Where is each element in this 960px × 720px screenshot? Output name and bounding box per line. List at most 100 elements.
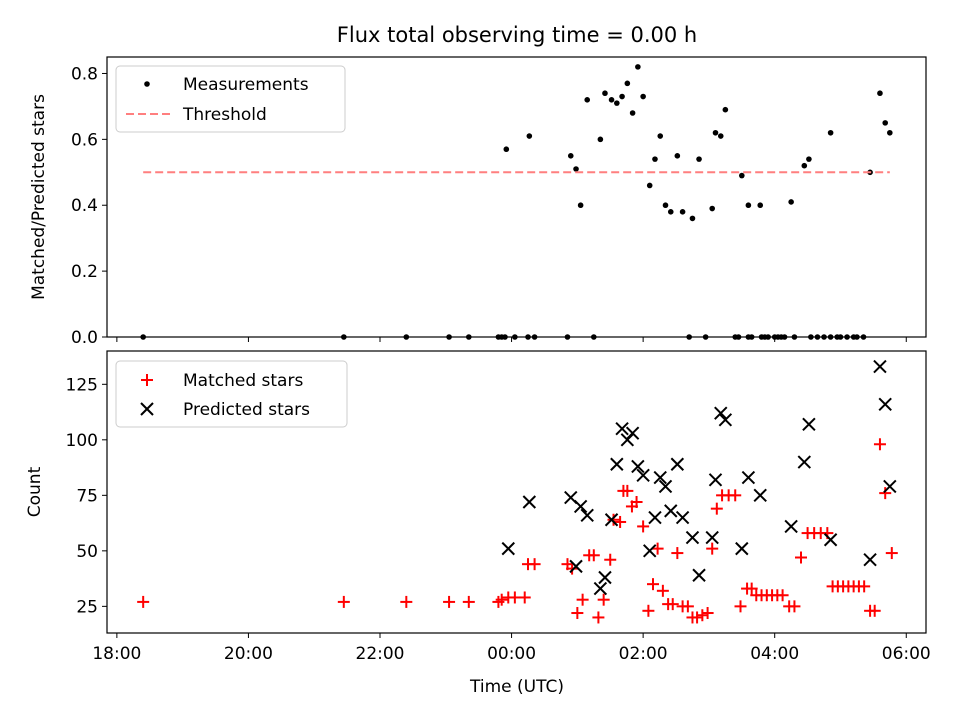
- chart-title: Flux total observing time = 0.00 h: [337, 23, 697, 47]
- measurement-point: [806, 156, 812, 162]
- predicted-star-point: [522, 495, 537, 509]
- measurement-point: [608, 97, 615, 103]
- measurement-point: [614, 100, 620, 106]
- matched-star-point: [795, 551, 808, 564]
- top-ylabel: Matched/Predicted stars: [29, 94, 49, 300]
- measurement-point: [887, 129, 893, 136]
- matched-star-point: [607, 513, 620, 526]
- measurement-point: [619, 93, 625, 100]
- measurement-point: [577, 202, 584, 209]
- matched-star-point: [666, 598, 679, 611]
- matched-star-point: [776, 589, 789, 602]
- measurement-point: [788, 199, 794, 205]
- matched-star-point: [873, 438, 886, 451]
- measurement-point: [662, 202, 669, 209]
- matched-star-point: [696, 609, 709, 622]
- measurement-point: [629, 110, 636, 116]
- matched-star-point: [614, 515, 627, 528]
- predicted-star-point: [604, 513, 619, 527]
- predicted-star-point: [653, 470, 667, 485]
- measurement-point: [717, 133, 724, 139]
- matched-star-point: [337, 595, 350, 608]
- predicted-star-point: [675, 510, 690, 525]
- bottom-legend-box: [115, 360, 348, 428]
- measurement-point: [640, 93, 646, 100]
- top-axes-frame: [106, 56, 927, 338]
- bottom-xtick-label: 18:00: [92, 644, 141, 664]
- predicted-star-point: [873, 359, 887, 374]
- matched-star-point: [571, 607, 584, 620]
- predicted-star-point: [580, 508, 594, 523]
- predicted-star-point: [708, 473, 723, 487]
- predicted-star-point: [648, 510, 662, 525]
- measurement-point: [567, 153, 574, 159]
- matched-star-point: [788, 600, 801, 613]
- bottom-xlabel: Time (UTC): [469, 677, 564, 697]
- top-ytick-label: 0.4: [71, 196, 98, 216]
- matched-star-point: [587, 549, 600, 562]
- matched-star-point: [528, 558, 541, 571]
- matched-star-point: [729, 489, 742, 502]
- bottom-ytick-label: 50: [76, 542, 98, 562]
- bottom-xtick-label: 02:00: [619, 644, 668, 664]
- predicted-star-point: [670, 457, 685, 471]
- top-ytick-label: 0.0: [71, 328, 98, 348]
- matched-star-point: [734, 600, 747, 613]
- matched-star-point: [495, 593, 508, 606]
- bottom-legend: Matched stars Predicted stars: [115, 360, 348, 428]
- predicted-star-point: [718, 413, 733, 427]
- matched-star-point: [656, 584, 669, 597]
- predicted-star-point: [878, 397, 892, 411]
- measurement-point: [652, 156, 658, 162]
- predicted-star-point: [883, 479, 897, 494]
- matched-star-point: [868, 604, 881, 617]
- predicted-star-point: [863, 553, 877, 567]
- predicted-star-point: [692, 568, 706, 582]
- predicted-star-point: [741, 470, 756, 485]
- predicted-star-point: [569, 559, 583, 574]
- measurement-point: [503, 146, 510, 153]
- predicted-star-point: [593, 581, 608, 596]
- predicted-star-point: [802, 417, 816, 431]
- predicted-star-point: [501, 541, 515, 556]
- measurement-point: [635, 64, 641, 70]
- measurement-point: [597, 136, 604, 143]
- matched-star-point: [885, 547, 898, 560]
- predicted-star-point: [735, 541, 749, 556]
- predicted-star-point: [714, 406, 728, 420]
- predicted-star-point: [643, 544, 657, 558]
- measurement-point: [801, 162, 808, 169]
- matched-star-point: [400, 595, 413, 608]
- matched-star-point: [745, 582, 758, 595]
- predicted-star-point: [823, 533, 838, 547]
- predicted-star-point: [636, 468, 650, 483]
- predicted-star-point: [753, 488, 767, 503]
- bottom-plot: 25 50 75 100 125 18:00 20:00 22:00 00:00 02:00 04:…: [66, 359, 931, 664]
- measurement-point: [674, 153, 681, 159]
- matched-star-point: [597, 593, 610, 606]
- legend-threshold-label: Threshold: [182, 105, 267, 125]
- matched-star-point: [137, 595, 150, 608]
- measurement-point: [757, 202, 764, 209]
- measurement-point: [602, 90, 608, 97]
- top-legend: Measurements Threshold: [115, 65, 346, 133]
- measurement-point: [679, 209, 686, 215]
- measurement-point: [646, 182, 653, 189]
- matched-star-point: [647, 578, 659, 591]
- bottom-xtick-label: 20:00: [224, 644, 273, 664]
- predicted-star-point: [631, 459, 645, 474]
- matched-star-point: [462, 595, 475, 608]
- top-ytick-label: 0.2: [71, 262, 98, 282]
- measurement-point: [712, 129, 719, 136]
- legend-measurements-label: Measurements: [183, 75, 309, 95]
- predicted-star-point: [598, 570, 612, 585]
- predicted-star-point: [615, 422, 629, 436]
- bottom-ytick-label: 75: [76, 486, 98, 506]
- bottom-ytick-label: 100: [66, 431, 98, 451]
- matched-star-point: [642, 604, 655, 617]
- bottom-xtick-label: 04:00: [750, 644, 799, 664]
- matched-star-point: [630, 495, 643, 508]
- predicted-star-point: [784, 519, 798, 534]
- top-legend-box: [115, 65, 346, 133]
- bottom-xtick-label: 22:00: [356, 644, 405, 664]
